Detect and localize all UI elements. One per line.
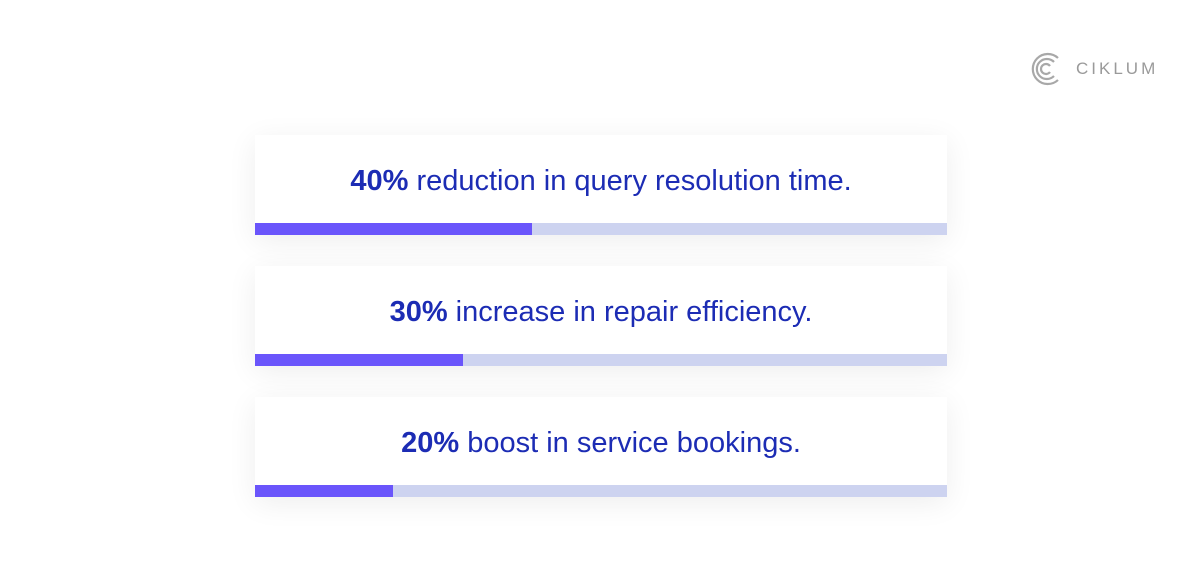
progress-track xyxy=(255,354,947,366)
stat-description: reduction in query resolution time. xyxy=(416,165,852,197)
stat-value: 20% xyxy=(401,427,460,459)
logo-text: CIKLUM xyxy=(1076,59,1159,78)
logo-icon xyxy=(1031,52,1059,86)
stat-description: boost in service bookings. xyxy=(467,427,801,459)
progress-bar xyxy=(255,485,394,497)
progress-bar xyxy=(255,354,463,366)
stat-card: 30% increase in repair efficiency. xyxy=(255,266,947,366)
progress-bar xyxy=(255,223,532,235)
stat-card: 20% boost in service bookings. xyxy=(255,397,947,497)
stat-card: 40% reduction in query resolution time. xyxy=(255,135,947,235)
stat-value: 40% xyxy=(350,165,409,197)
progress-track xyxy=(255,223,947,235)
stat-text: 30% increase in repair efficiency. xyxy=(255,296,947,329)
stat-text: 20% boost in service bookings. xyxy=(255,427,947,460)
stat-value: 30% xyxy=(389,296,448,328)
progress-track xyxy=(255,485,947,497)
stat-description: increase in repair efficiency. xyxy=(455,296,813,328)
stat-text: 40% reduction in query resolution time. xyxy=(255,165,947,198)
